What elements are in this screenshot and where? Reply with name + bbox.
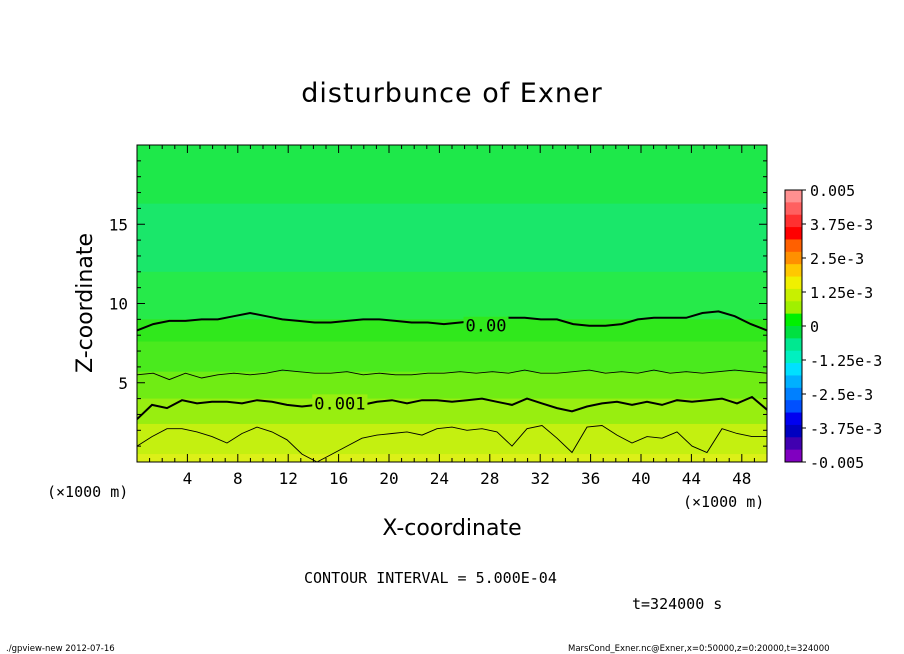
contour-line xyxy=(137,369,767,381)
colorbar-label: 0.005 xyxy=(810,182,855,200)
y-tick-label: 15 xyxy=(109,215,128,234)
contour-label-background xyxy=(312,394,368,415)
contour-interval-note: CONTOUR INTERVAL = 5.000E-04 xyxy=(304,569,557,587)
x-tick-label: 4 xyxy=(183,469,193,488)
x-tick-label: 20 xyxy=(379,469,398,488)
colorbar-cell xyxy=(785,251,802,265)
x-ticks: 4 8 12 16 20 24 28 32 36 40 44 48 xyxy=(149,145,755,488)
contour-line xyxy=(137,310,767,332)
data-source: MarsCond_Exner.nc@Exner,x=0:50000,z=0:20… xyxy=(568,644,830,654)
x-tick-label: 32 xyxy=(531,469,550,488)
colorbar-cell xyxy=(785,363,802,376)
chart-title: disturbunce of Exner xyxy=(301,78,602,109)
colorbar-label: -0.005 xyxy=(810,454,864,472)
colorbar-cells xyxy=(785,190,802,463)
colorbar-cell xyxy=(785,264,802,278)
x-tick-label: 40 xyxy=(631,469,650,488)
colorbar-cell xyxy=(785,214,802,228)
contour-labels: 0.00 0.001 xyxy=(312,316,509,415)
x-axis-label: X-coordinate xyxy=(382,516,521,541)
colorbar-cell xyxy=(785,227,802,240)
x-tick-label: 28 xyxy=(480,469,499,488)
colorbar-labels: 0.005 3.75e-3 2.5e-3 1.25e-3 0 -1.25e-3 -2.5e-… xyxy=(802,182,882,472)
colorbar-label: -2.5e-3 xyxy=(810,386,873,404)
colorbar-label: -1.25e-3 xyxy=(810,352,882,370)
colorbar-cell xyxy=(785,288,802,302)
colorbar-label: 1.25e-3 xyxy=(810,284,873,302)
contour-label-background xyxy=(463,316,509,337)
x-tick-label: 44 xyxy=(682,469,701,488)
program-info: ./gpview-new 2012-07-16 xyxy=(6,644,115,654)
colorbar-cell xyxy=(785,424,802,438)
x-unit-label-left: (×1000 m) xyxy=(47,483,128,501)
contour-line xyxy=(137,395,767,420)
colorbar-cell xyxy=(785,449,802,463)
y-tick-label: 5 xyxy=(118,374,128,393)
time-stamp: t=324000 s xyxy=(632,595,722,613)
colorbar: 0.005 3.75e-3 2.5e-3 1.25e-3 0 -1.25e-3 -2.5e-… xyxy=(784,182,882,472)
colorbar-cell xyxy=(785,202,802,216)
colorbar-cell xyxy=(785,326,802,339)
colorbar-cell xyxy=(785,375,802,389)
colorbar-label: 0 xyxy=(810,318,819,336)
colorbar-label: 2.5e-3 xyxy=(810,250,864,268)
contour-label: 0.00 xyxy=(466,317,507,337)
contour-label: 0.001 xyxy=(314,394,365,414)
colorbar-label: 3.75e-3 xyxy=(810,216,873,234)
y-tick-label: 10 xyxy=(109,295,128,314)
colorbar-cell xyxy=(785,350,802,364)
colorbar-cell xyxy=(785,301,802,315)
colorbar-cell xyxy=(785,190,802,203)
colorbar-cell xyxy=(785,412,802,426)
x-tick-label: 16 xyxy=(329,469,348,488)
x-unit-label-right: (×1000 m) xyxy=(683,493,764,511)
filled-contours xyxy=(137,145,767,462)
x-tick-label: 36 xyxy=(581,469,600,488)
colorbar-cell xyxy=(785,437,802,451)
colorbar-label: -3.75e-3 xyxy=(810,420,882,438)
colorbar-cell xyxy=(785,239,802,253)
colorbar-cell xyxy=(785,276,802,290)
y-ticks: 5 10 15 xyxy=(109,160,767,447)
y-axis-label: Z-coordinate xyxy=(73,233,98,373)
colorbar-cell xyxy=(785,400,802,414)
colorbar-cell xyxy=(785,313,802,327)
x-tick-label: 48 xyxy=(732,469,751,488)
contour-line xyxy=(137,425,767,462)
colorbar-cell xyxy=(785,338,802,352)
colorbar-cell xyxy=(785,387,802,401)
x-tick-label: 24 xyxy=(430,469,449,488)
x-tick-label: 8 xyxy=(233,469,243,488)
x-tick-label: 12 xyxy=(279,469,298,488)
contour-lines xyxy=(137,310,767,462)
